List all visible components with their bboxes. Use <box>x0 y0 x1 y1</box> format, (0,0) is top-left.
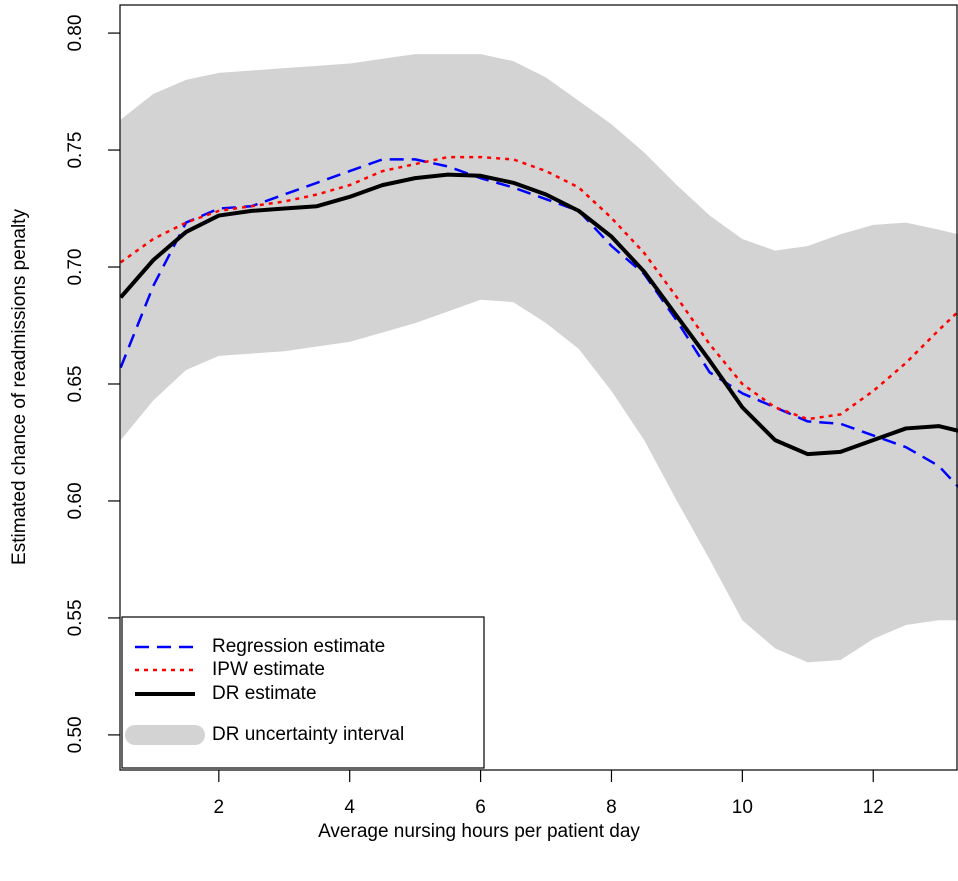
legend-label: DR uncertainty interval <box>212 724 404 745</box>
legend-label: DR estimate <box>212 683 317 704</box>
legend-label: Regression estimate <box>212 636 385 657</box>
y-tick-label: 0.55 <box>65 599 86 636</box>
y-tick-label: 0.75 <box>65 132 86 169</box>
x-tick-label: 12 <box>863 797 884 818</box>
y-tick-label: 0.70 <box>65 249 86 286</box>
y-tick-label: 0.50 <box>65 716 86 753</box>
series-line <box>120 158 958 488</box>
plot-area <box>120 54 958 663</box>
legend-label: IPW estimate <box>212 659 325 680</box>
x-axis-label: Average nursing hours per patient day <box>318 821 640 842</box>
series-line <box>120 155 958 421</box>
x-tick-label: 8 <box>606 797 617 818</box>
y-axis-label: Estimated chance of readmissions penalty <box>9 209 30 565</box>
y-tick-label: 0.60 <box>65 482 86 519</box>
x-tick-label: 4 <box>344 797 355 818</box>
x-tick-label: 6 <box>475 797 486 818</box>
x-tick-label: 2 <box>214 797 225 818</box>
x-tick-label: 10 <box>732 797 753 818</box>
y-tick-label: 0.80 <box>65 15 86 52</box>
series-line <box>120 172 958 457</box>
plot-frame <box>119 4 958 771</box>
y-tick-label: 0.65 <box>65 365 86 402</box>
uncertainty-band <box>120 54 958 663</box>
